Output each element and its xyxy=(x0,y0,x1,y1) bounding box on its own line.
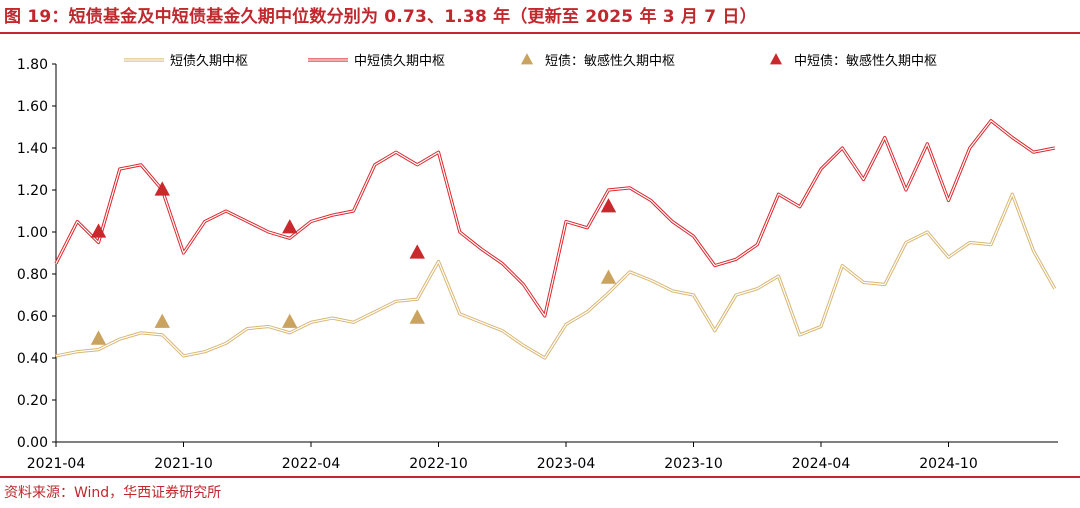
short-bond-marker xyxy=(282,313,298,328)
y-tick-label: 1.80 xyxy=(17,57,48,73)
x-tick-label: 2023-10 xyxy=(664,456,723,472)
chart-area: 短债久期中枢 中短债久期中枢 短债：敏感性久期中枢 中短债：敏感性久期中枢 0.000… xyxy=(17,53,1058,472)
legend: 短债久期中枢 中短债久期中枢 短债：敏感性久期中枢 中短债：敏感性久期中枢 xyxy=(124,53,937,69)
source-note: 资料来源：Wind，华西证券研究所 xyxy=(4,485,222,501)
legend-label-short-line: 短债久期中枢 xyxy=(170,54,248,69)
mid-short-bond-marker xyxy=(90,223,107,238)
mid-short-bond-marker xyxy=(600,198,617,213)
y-tick-label: 0.20 xyxy=(17,393,48,409)
mid-short-bond-line-outer xyxy=(54,119,1056,318)
mid-short-bond-marker xyxy=(154,181,170,196)
short-bond-marker xyxy=(600,269,617,284)
y-tick-label: 0.00 xyxy=(17,435,48,451)
y-tick-label: 1.60 xyxy=(17,99,48,115)
x-tick-label: 2024-04 xyxy=(792,456,851,472)
short-bond-line-outer xyxy=(55,192,1057,360)
y-tick-label: 1.20 xyxy=(17,183,48,199)
x-tick-label: 2022-10 xyxy=(409,456,468,472)
x-tick-label: 2023-04 xyxy=(537,456,596,472)
x-tick-label: 2024-10 xyxy=(919,456,978,472)
y-tick-label: 0.60 xyxy=(17,309,48,325)
source-rule xyxy=(0,476,1080,478)
short-bond-marker xyxy=(154,313,170,328)
y-tick-label: 1.00 xyxy=(17,225,48,241)
y-tick-label: 0.80 xyxy=(17,267,48,283)
short-bond-marker xyxy=(409,309,425,324)
legend-mid-marker-swatch xyxy=(769,53,783,65)
axes: 0.00 0.20 0.40 0.60 0.80 1.00 1.20 1.40 1.60 1.80… xyxy=(17,57,1058,472)
y-tick-label: 1.40 xyxy=(17,141,48,157)
x-tick-label: 2022-04 xyxy=(282,456,341,472)
legend-short-marker-swatch xyxy=(520,53,534,65)
chart-title: 图 19：短债基金及中短债基金久期中位数分别为 0.73、1.38 年（更新至 … xyxy=(4,7,757,27)
legend-label-mid-marker: 中短债：敏感性久期中枢 xyxy=(794,53,937,69)
plot-area xyxy=(54,119,1057,360)
short-bond-line-inner xyxy=(55,193,1056,359)
mid-short-bond-marker xyxy=(282,219,298,234)
legend-label-short-marker: 短债：敏感性久期中枢 xyxy=(545,53,675,69)
x-tick-label: 2021-04 xyxy=(27,456,86,472)
mid-short-bond-line-inner xyxy=(55,120,1055,317)
y-tick-label: 0.40 xyxy=(17,351,48,367)
mid-short-bond-marker xyxy=(409,244,425,259)
legend-label-mid-line: 中短债久期中枢 xyxy=(354,54,445,69)
short-bond-marker xyxy=(90,330,107,345)
title-rule xyxy=(0,32,1080,34)
x-tick-label: 2021-10 xyxy=(154,456,213,472)
